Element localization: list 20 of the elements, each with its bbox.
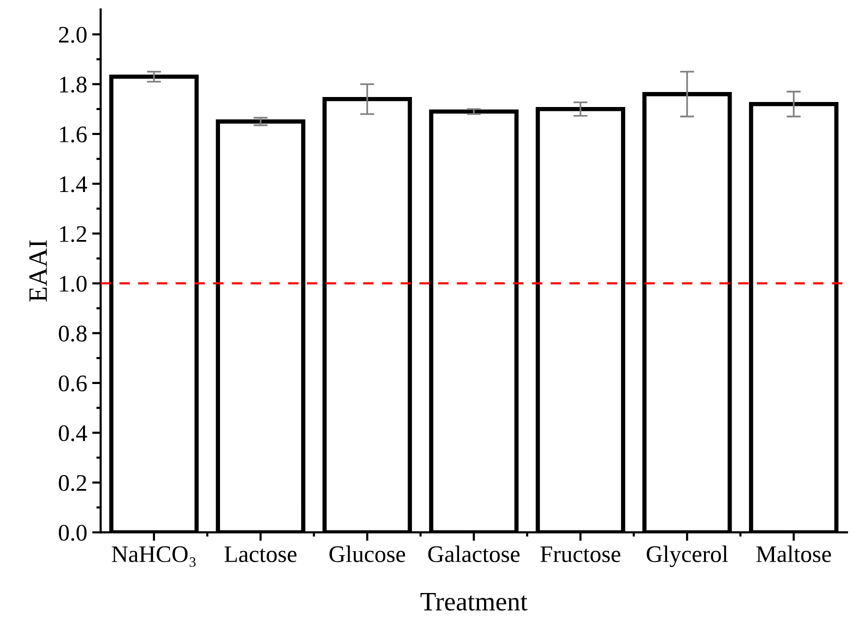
x-tick-label: Galactose [428, 546, 520, 562]
y-tick-label: 1.2 [60, 226, 86, 242]
y-tick-label: 0.0 [58, 524, 87, 541]
y-tick-label: 1.0 [60, 276, 87, 292]
x-tick-label: NaHCO₃ [112, 546, 196, 567]
y-tick-label: 2.0 [58, 26, 87, 43]
y-tick-label: 1.8 [60, 76, 87, 93]
x-tick-label: Glycerol [646, 546, 728, 568]
x-tick-label: Lactose [224, 546, 296, 562]
y-tick-label: 0.4 [58, 425, 88, 442]
x-axis-title: Treatment [420, 593, 528, 611]
y-tick-label: 1.4 [60, 176, 88, 192]
y-tick-label: 0.2 [58, 475, 86, 492]
y-tick-label: 1.6 [60, 126, 87, 142]
y-axis-title: EAAI [29, 240, 47, 302]
x-tick-label: Fructose [540, 546, 620, 562]
x-tick-label: Maltose [756, 546, 831, 562]
x-tick-label: Glucose [330, 546, 406, 562]
y-tick-label: 0.8 [58, 326, 87, 342]
y-tick-label: 0.6 [58, 375, 87, 392]
